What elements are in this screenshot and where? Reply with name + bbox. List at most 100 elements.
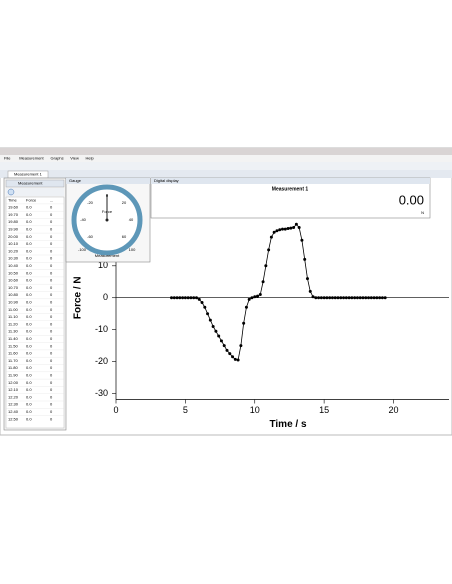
table-cell: 0.0: [26, 372, 32, 377]
table-cell: 10.10: [8, 241, 19, 246]
y-tick-label: -30: [95, 388, 108, 398]
menu-item[interactable]: View: [70, 156, 79, 161]
y-tick-label: 10: [98, 260, 108, 270]
menu-item[interactable]: Help: [86, 156, 95, 161]
x-tick-label: 10: [250, 405, 260, 415]
gauge-hub: [105, 218, 109, 222]
table-cell: 0: [50, 387, 53, 392]
y-tick-label: -20: [95, 356, 108, 366]
table-cell: 0.0: [26, 336, 32, 341]
data-point: [322, 296, 326, 300]
play-button[interactable]: [7, 188, 15, 196]
data-point: [258, 293, 262, 297]
data-point: [203, 305, 207, 309]
data-point: [350, 296, 354, 300]
table-cell: 0: [50, 307, 53, 312]
digital-unit: N: [421, 210, 424, 215]
gauge-header: [66, 178, 150, 184]
data-point: [247, 297, 251, 301]
data-point: [311, 295, 315, 299]
data-point: [364, 296, 368, 300]
table-dropdown[interactable]: [5, 179, 65, 188]
table-cell: 10.90: [8, 299, 19, 304]
digital-header: [151, 178, 430, 184]
data-point: [317, 296, 321, 300]
data-point: [303, 257, 307, 261]
table-cell: 0.0: [26, 212, 32, 217]
table-cell: 0.0: [26, 358, 32, 363]
table-cell: 0: [50, 358, 53, 363]
menu-item[interactable]: File: [4, 156, 11, 161]
data-point: [189, 296, 193, 300]
table-cell: 19.70: [8, 212, 19, 217]
table-cell: 10.30: [8, 256, 19, 261]
table-cell: 0.0: [26, 292, 32, 297]
data-point: [200, 301, 204, 305]
table-cell: 0: [50, 336, 53, 341]
data-point: [264, 264, 268, 268]
title-bar: [0, 148, 452, 155]
digital-caption: Measurement 1: [272, 186, 309, 192]
table-cell: 0.0: [26, 270, 32, 275]
table-cell: 0.0: [26, 387, 32, 392]
panels: Measurement Gauge Force Measurement Digi…: [3, 177, 431, 431]
data-point: [289, 226, 293, 230]
table-cell: 0: [50, 402, 53, 407]
gauge-end-label: -100: [78, 247, 87, 252]
table-cell: 0.0: [26, 351, 32, 356]
table-header: Force: [26, 198, 37, 203]
table-cell: 0.0: [26, 365, 32, 370]
digital-title: Digital display: [154, 178, 179, 183]
table-cell: 0.0: [26, 205, 32, 210]
table-cell: 0: [50, 263, 53, 268]
table-cell: 10.60: [8, 278, 19, 283]
data-point: [272, 230, 276, 234]
table-cell: 0: [50, 292, 53, 297]
table-cell: 0.0: [26, 248, 32, 253]
menu-item[interactable]: Graphs: [51, 156, 64, 161]
table-cell: 0: [50, 380, 53, 385]
data-point: [267, 248, 271, 252]
menu-item[interactable]: Measurement: [19, 156, 44, 161]
data-point: [378, 296, 382, 300]
table-cell: 0: [50, 409, 53, 414]
data-point: [172, 296, 176, 300]
data-point: [333, 296, 337, 300]
table-header: ...: [50, 198, 53, 203]
table-cell: 19.60: [8, 205, 19, 210]
data-point: [353, 296, 357, 300]
gauge-scale-label: 60: [122, 234, 127, 239]
table-cell: 0.0: [26, 314, 32, 319]
gauge-end-label: 100: [129, 247, 136, 252]
table-cell: 0.0: [26, 285, 32, 290]
data-point: [214, 329, 218, 333]
table-cell: 0: [50, 212, 53, 217]
table-cell: 12.40: [8, 409, 19, 414]
data-point: [269, 235, 273, 239]
table-cell: 0.0: [26, 409, 32, 414]
table-cell: 19.80: [8, 219, 19, 224]
x-tick-label: 15: [319, 405, 329, 415]
table-cell: 0.0: [26, 402, 32, 407]
x-tick-label: 5: [183, 405, 188, 415]
table-cell: 11.80: [8, 365, 18, 370]
data-point: [344, 296, 348, 300]
data-point: [369, 296, 373, 300]
dropdown-label: Measurement: [18, 181, 43, 186]
table-cell: 0: [50, 343, 53, 348]
table-cell: 0: [50, 256, 53, 261]
table-toolbar: [6, 188, 64, 196]
data-point: [233, 357, 237, 361]
data-point: [300, 238, 304, 242]
data-point: [261, 280, 265, 284]
data-point: [383, 296, 387, 300]
table-cell: 0: [50, 270, 53, 275]
data-point: [236, 358, 240, 362]
table-cell: 0.0: [26, 241, 32, 246]
gauge-scale-label: -20: [87, 200, 94, 205]
table-cell: 0: [50, 241, 53, 246]
table-cell: 0.0: [26, 256, 32, 261]
data-point: [239, 344, 243, 348]
